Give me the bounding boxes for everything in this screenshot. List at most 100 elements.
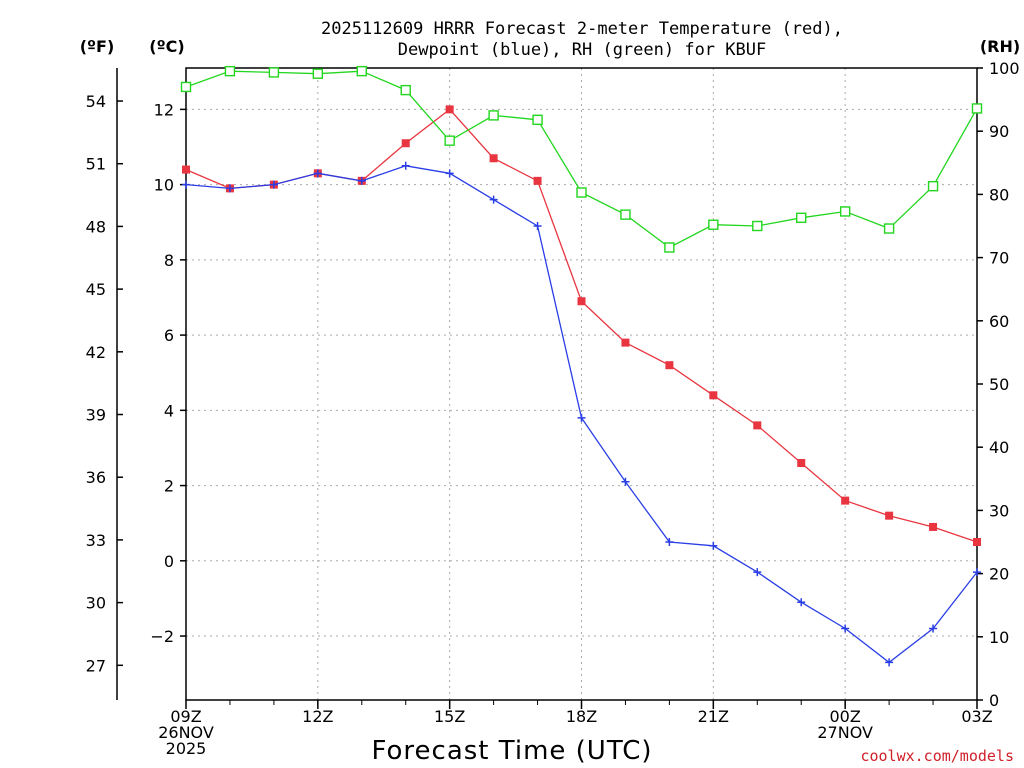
x-tick-label: 18Z (566, 707, 597, 726)
fahrenheit-axis-unit: (ºF) (80, 37, 115, 56)
x-tick-label-line: 2025 (166, 739, 207, 758)
temperature-point (885, 511, 894, 520)
plot-frame (185, 67, 978, 701)
temperature-point (753, 421, 762, 430)
x-tick-label: 03Z (961, 707, 992, 726)
dewpoint-point (885, 658, 894, 667)
rh-point (356, 65, 367, 77)
rh-tick-label: 50 (989, 375, 1009, 394)
temperature-point (577, 297, 586, 306)
fahrenheit-tick-label: 45 (86, 280, 106, 299)
dewpoint-point (445, 169, 454, 178)
x-tick-label-line: 21Z (698, 707, 729, 726)
rh-point (576, 187, 587, 198)
rh-tick-label: 0 (989, 691, 999, 710)
dewpoint-point (797, 598, 806, 607)
rh-point (752, 220, 763, 232)
rh-tick-label: 90 (989, 122, 1009, 141)
rh-point (224, 65, 236, 77)
rh-axis-unit: (RH) (980, 37, 1020, 56)
x-tick-label-line: 27NOV (817, 723, 873, 742)
credit-text: coolwx.com/models (860, 747, 1014, 765)
rh-tick-label: 30 (989, 501, 1009, 520)
gridlines (186, 68, 977, 700)
rh-point (268, 67, 280, 78)
rh-point (796, 212, 807, 223)
x-tick-label: 09Z 26NOV 2025 (158, 707, 214, 758)
rh-point (971, 103, 983, 114)
chart-title-line2: Dewpoint (blue), RH (green) for KBUF (398, 40, 766, 60)
celsius-tick-label: −2 (150, 627, 174, 646)
axis-ticks: −2 0 2 4 6 8 10 12 27 30 33 36 39 42 45 48 51 54 0 10 20 30 40… (86, 59, 1020, 758)
celsius-tick-label: 2 (164, 477, 174, 496)
x-tick-label: 00Z 27NOV (817, 707, 873, 742)
rh-tick-label: 40 (989, 438, 1009, 457)
fahrenheit-tick-label: 51 (86, 155, 106, 174)
x-tick-label-line: 12Z (302, 707, 333, 726)
x-tick-label-line: 00Z (830, 707, 861, 726)
x-tick-label-line: 26NOV (158, 723, 214, 742)
dewpoint-point (269, 180, 278, 189)
rh-point (312, 68, 324, 79)
temperature-point (445, 105, 454, 114)
dewpoint-point (489, 195, 498, 204)
rh-point (927, 180, 939, 192)
temperature-point (533, 176, 542, 185)
temperature-point (489, 154, 498, 163)
temperature-point (797, 459, 806, 467)
rh-point (444, 135, 455, 146)
temperature-point (621, 338, 630, 347)
rh-tick-label: 70 (989, 249, 1009, 268)
temperature-point (401, 139, 410, 148)
fahrenheit-tick-label: 48 (86, 217, 106, 236)
fahrenheit-tick-label: 39 (86, 406, 106, 425)
x-tick-label: 15Z (434, 707, 465, 726)
dewpoint-point (313, 169, 322, 178)
temperature-point (665, 361, 674, 370)
x-tick-label-line: 18Z (566, 707, 597, 726)
rh-tick-label: 80 (989, 185, 1009, 204)
fahrenheit-tick-label: 36 (86, 468, 106, 487)
rh-point (532, 114, 543, 126)
x-tick-label-line: 03Z (961, 707, 992, 726)
celsius-tick-label: 8 (164, 251, 174, 270)
dewpoint-point (753, 568, 762, 577)
celsius-axis-unit: (ºC) (149, 37, 184, 56)
temperature-point (973, 538, 981, 546)
rh-point (400, 84, 411, 96)
rh-tick-label: 100 (989, 59, 1020, 78)
rh-point (180, 81, 192, 93)
fahrenheit-tick-label: 54 (86, 92, 106, 111)
x-axis-label: Forecast Time (UTC) (371, 736, 652, 766)
dewpoint-point (841, 624, 850, 633)
x-tick-label: 21Z (698, 707, 729, 726)
chart-title-line1: 2025112609 HRRR Forecast 2-meter Tempera… (321, 19, 843, 39)
celsius-tick-label: 4 (164, 401, 174, 420)
celsius-tick-label: 10 (154, 176, 174, 195)
fahrenheit-tick-label: 27 (86, 656, 106, 675)
data-series (180, 65, 983, 667)
dewpoint-point (401, 161, 410, 170)
x-tick-label-line: 09Z (170, 707, 201, 726)
rh-tick-label: 20 (989, 565, 1009, 584)
fahrenheit-tick-label: 33 (86, 531, 106, 550)
fahrenheit-tick-label: 42 (86, 343, 106, 362)
rh-tick-label: 10 (989, 628, 1009, 647)
rh-tick-label: 60 (989, 312, 1009, 331)
dewpoint-point (182, 180, 190, 189)
dewpoint-point (973, 568, 981, 577)
rh-point (839, 206, 851, 217)
temperature-point (929, 522, 938, 531)
rh-point (488, 110, 499, 121)
dewpoint-point (621, 477, 630, 486)
celsius-tick-label: 12 (154, 100, 174, 119)
x-tick-label: 12Z (302, 707, 333, 726)
dewpoint-point (929, 624, 938, 633)
dewpoint-point (533, 222, 542, 230)
temperature-point (841, 496, 850, 505)
rh-point (883, 223, 895, 234)
temperature-point (182, 165, 190, 174)
temperature-point (709, 391, 718, 400)
celsius-tick-label: 0 (164, 552, 174, 571)
dewpoint-point (709, 541, 718, 550)
